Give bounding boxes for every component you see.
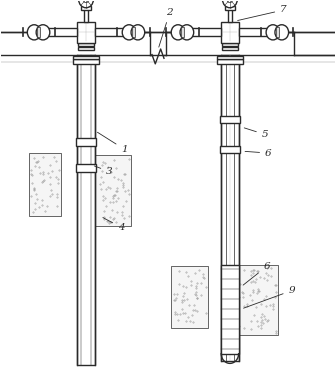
Bar (84, 7, 88, 22)
Bar (222, 47, 238, 50)
Text: 6: 6 (245, 148, 272, 157)
Bar (76, 164, 96, 172)
Bar (37, 28, 40, 37)
Circle shape (222, 0, 237, 8)
Bar (220, 116, 240, 123)
Bar (221, 54, 239, 361)
Text: 6: 6 (243, 262, 270, 285)
Bar (77, 22, 95, 43)
Circle shape (266, 25, 280, 40)
Bar (221, 264, 239, 354)
Bar (171, 266, 208, 328)
Bar (276, 28, 279, 37)
Circle shape (27, 25, 41, 40)
Text: 4: 4 (103, 217, 124, 232)
Circle shape (180, 25, 194, 40)
Bar (73, 56, 99, 59)
Text: 1: 1 (97, 132, 128, 154)
Circle shape (275, 25, 289, 40)
Circle shape (83, 0, 89, 3)
Circle shape (171, 25, 185, 40)
Bar (222, 43, 238, 46)
Circle shape (227, 0, 233, 3)
Bar (95, 28, 124, 36)
Circle shape (122, 25, 136, 40)
Bar (48, 28, 77, 36)
Bar (76, 138, 96, 145)
Bar (235, 264, 279, 335)
Bar (81, 6, 91, 10)
Text: 5: 5 (244, 128, 268, 139)
Bar (225, 6, 235, 10)
Circle shape (36, 25, 50, 40)
Bar (29, 153, 61, 216)
Bar (228, 7, 232, 22)
Bar (94, 155, 131, 226)
Bar (78, 47, 94, 50)
Bar (132, 28, 135, 37)
Text: 2: 2 (159, 8, 173, 47)
Bar (220, 22, 239, 43)
Bar (77, 54, 95, 365)
Bar (217, 59, 243, 64)
Text: 7: 7 (238, 6, 287, 21)
Bar (220, 145, 240, 153)
Text: 3: 3 (94, 166, 113, 176)
Bar (217, 56, 243, 59)
Bar (239, 28, 268, 36)
Text: 9: 9 (244, 286, 295, 308)
Circle shape (131, 25, 145, 40)
Bar (78, 43, 94, 46)
Bar (192, 28, 220, 36)
Bar (73, 59, 99, 64)
Bar (181, 28, 184, 37)
Circle shape (79, 0, 93, 8)
